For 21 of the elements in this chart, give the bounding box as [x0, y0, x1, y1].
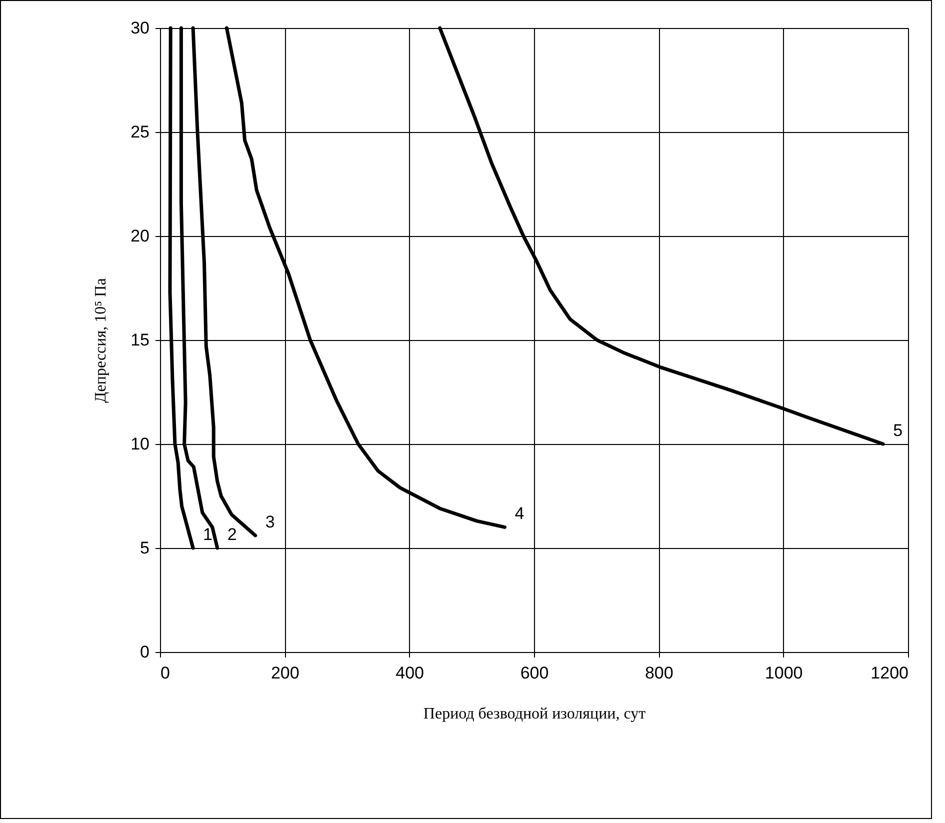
x-tick-label: 800 — [644, 664, 674, 682]
y-tick-label: 15 — [130, 330, 150, 350]
series-label: 1 — [203, 525, 213, 544]
series-label: 4 — [514, 504, 524, 524]
y-tick-label: 10 — [130, 434, 150, 454]
series-label: 5 — [893, 421, 903, 440]
x-tick-label: 1200 — [870, 664, 908, 682]
x-tick-label: 0 — [160, 664, 170, 682]
x-tick-label: 1000 — [764, 664, 803, 682]
y-tick-label: 30 — [130, 18, 150, 38]
series-label: 3 — [265, 512, 275, 532]
x-axis-title: Период безводной изоляции, сут — [423, 706, 646, 722]
y-tick-label: 20 — [130, 226, 150, 246]
x-tick-label: 200 — [270, 664, 300, 682]
series-label: 2 — [227, 525, 237, 544]
y-tick-label: 25 — [130, 122, 150, 142]
y-axis-title: Депрессия, 10⁵ Па — [92, 278, 110, 403]
x-tick-label: 600 — [520, 664, 549, 682]
y-tick-label: 5 — [140, 538, 150, 558]
y-tick-label: 0 — [140, 642, 150, 662]
x-tick-label: 400 — [396, 664, 424, 682]
